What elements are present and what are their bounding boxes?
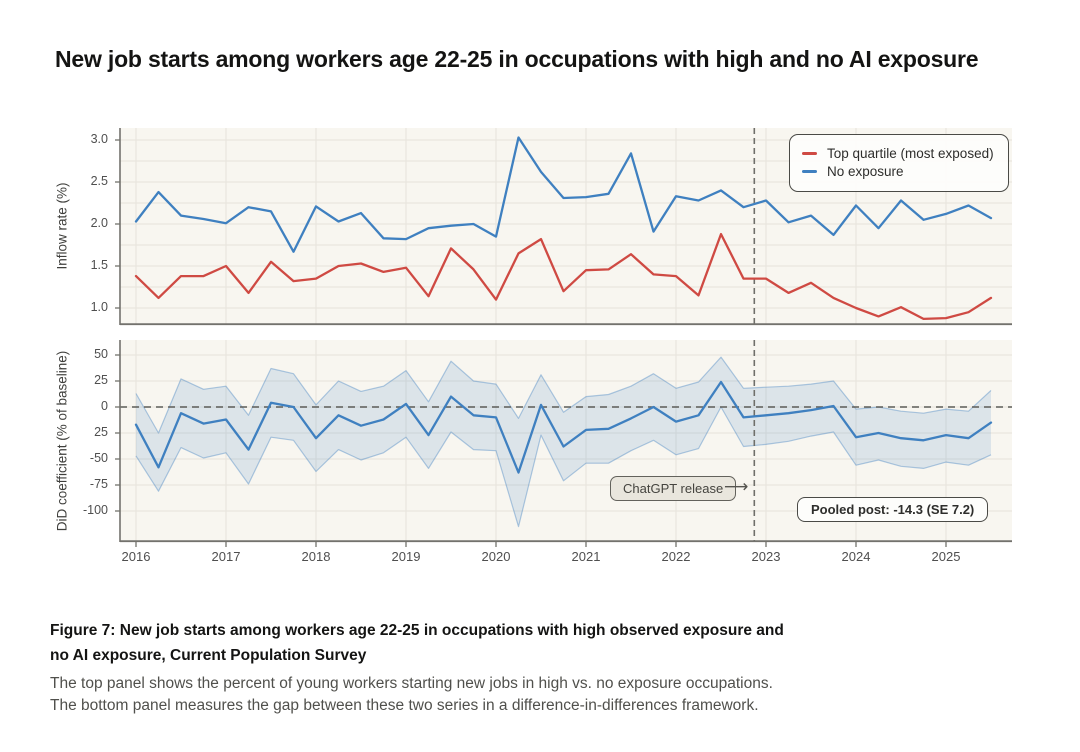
- y-tick-label: 2.0: [90, 216, 108, 230]
- legend-item-no-exposure: No exposure: [802, 164, 994, 179]
- y-tick-label: 2.5: [90, 174, 108, 188]
- x-tick-label: 2018: [301, 549, 331, 564]
- x-tick-label: 2023: [751, 549, 781, 564]
- x-tick-label: 2019: [391, 549, 421, 564]
- y-tick-label: 1.5: [90, 258, 108, 272]
- caption-body-line-1: The top panel shows the percent of young…: [50, 675, 773, 693]
- bottom-panel-chart: [115, 340, 1012, 547]
- legend-label: No exposure: [827, 164, 904, 179]
- figure-caption: Figure 7: New job starts among workers a…: [50, 618, 980, 717]
- x-tick-label: 2016: [121, 549, 151, 564]
- x-tick-label: 2022: [661, 549, 691, 564]
- red-line-swatch-icon: [802, 152, 817, 155]
- right-arrow-icon: ⟶: [724, 477, 749, 496]
- legend-label: Top quartile (most exposed): [827, 146, 994, 161]
- blue-line-swatch-icon: [802, 170, 817, 173]
- y-tick-label: 0: [101, 399, 108, 413]
- y-tick-label: 3.0: [90, 132, 108, 146]
- y-tick-label: -100: [82, 503, 108, 517]
- y-tick-label: -50: [89, 451, 108, 465]
- x-tick-label: 2024: [841, 549, 871, 564]
- y-tick-label: 50: [94, 347, 108, 361]
- x-tick-label: 2025: [931, 549, 961, 564]
- chatgpt-release-annotation: ChatGPT release: [610, 476, 737, 501]
- top-panel-chart: [115, 128, 1012, 326]
- x-tick-label: 2021: [571, 549, 601, 564]
- legend: Top quartile (most exposed) No exposure: [789, 134, 1009, 192]
- y-tick-label: 25: [94, 425, 108, 439]
- y-tick-label: 25: [94, 373, 108, 387]
- x-tick-label: 2017: [211, 549, 241, 564]
- y-tick-label: 1.0: [90, 300, 108, 314]
- caption-title-line-1: Figure 7: New job starts among workers a…: [50, 622, 784, 639]
- y-tick-label: -75: [89, 477, 108, 491]
- x-tick-label: 2020: [481, 549, 511, 564]
- legend-item-top-quartile: Top quartile (most exposed): [802, 146, 994, 161]
- pooled-post-annotation: Pooled post: -14.3 (SE 7.2): [797, 497, 989, 522]
- page-title: New job starts among workers age 22-25 i…: [55, 46, 979, 72]
- caption-title-line-2: no AI exposure, Current Population Surve…: [50, 647, 367, 665]
- caption-body-line-2: The bottom panel measures the gap betwee…: [50, 696, 759, 714]
